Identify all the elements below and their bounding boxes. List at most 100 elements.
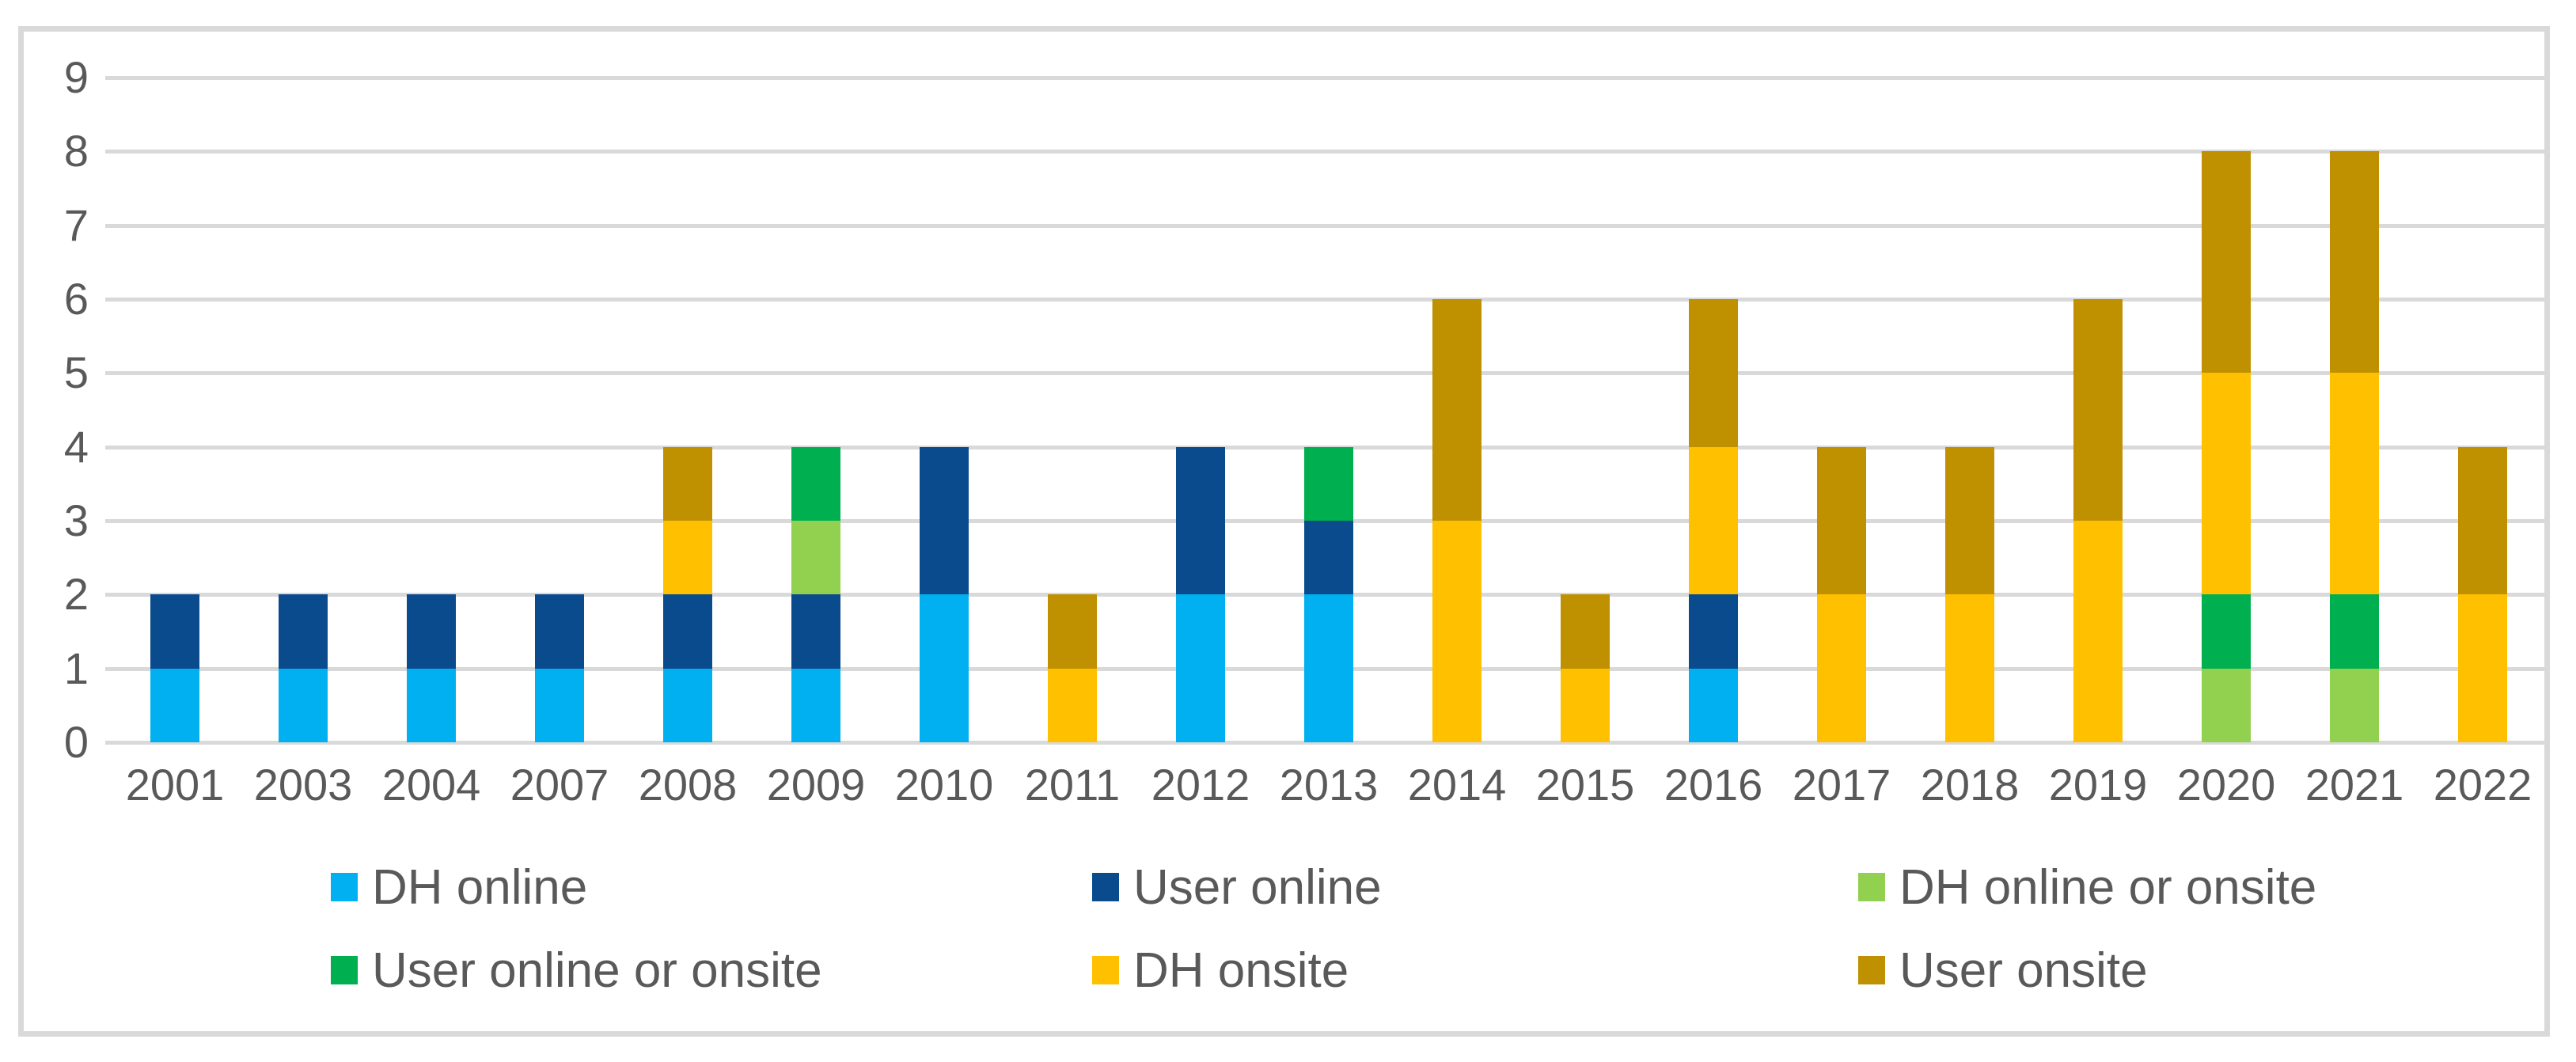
x-tick-label-2004: 2004 bbox=[381, 760, 481, 810]
x-tick-label-2020: 2020 bbox=[2176, 760, 2276, 810]
bar-stack-2008 bbox=[663, 446, 712, 742]
gridline-0 bbox=[105, 741, 2547, 745]
bar-segment-2016-dh-onsite bbox=[1689, 446, 1738, 595]
bar-segment-2011-dh-onsite bbox=[1048, 668, 1097, 742]
y-tick-label-9: 9 bbox=[63, 52, 89, 102]
x-tick-label-2022: 2022 bbox=[2433, 760, 2532, 810]
chart-frame-border bbox=[18, 26, 2550, 1037]
bar-cell-2009 bbox=[752, 78, 880, 742]
bar-cell-2020 bbox=[2162, 78, 2290, 742]
x-tick-label-2016: 2016 bbox=[1664, 760, 1763, 810]
bar-segment-2008-user-onsite bbox=[663, 446, 712, 522]
bar-segment-2009-user-online-or-onsite bbox=[791, 446, 840, 522]
x-tick-label-2013: 2013 bbox=[1279, 760, 1379, 810]
bar-segment-2020-dh-onsite bbox=[2202, 373, 2251, 595]
bar-segment-2009-dh-online bbox=[791, 668, 840, 742]
bar-cell-2019 bbox=[2034, 78, 2162, 742]
gridline-9 bbox=[105, 76, 2547, 80]
bar-stack-2015 bbox=[1561, 594, 1610, 742]
bar-segment-2012-user-online bbox=[1176, 446, 1225, 595]
bar-cell-2012 bbox=[1136, 78, 1265, 742]
x-tick-label-2003: 2003 bbox=[253, 760, 353, 810]
bar-stack-2020 bbox=[2202, 151, 2251, 742]
gridline-6 bbox=[105, 298, 2547, 302]
bar-stack-2013 bbox=[1304, 446, 1353, 742]
bar-segment-2001-user-online bbox=[150, 594, 199, 669]
y-tick-label-0: 0 bbox=[63, 717, 89, 767]
bar-segment-2003-dh-online bbox=[279, 668, 328, 742]
bar-segment-2021-user-onsite bbox=[2330, 151, 2379, 374]
x-tick-label-2019: 2019 bbox=[2048, 760, 2148, 810]
bar-segment-2021-user-online-or-onsite bbox=[2330, 594, 2379, 669]
bar-segment-2020-user-onsite bbox=[2202, 151, 2251, 374]
bar-segment-2020-dh-online-or-onsite bbox=[2202, 668, 2251, 742]
bar-segment-2003-user-online bbox=[279, 594, 328, 669]
x-tick-label-2008: 2008 bbox=[638, 760, 738, 810]
bar-segment-2014-dh-onsite bbox=[1432, 521, 1481, 742]
bar-cell-2008 bbox=[624, 78, 752, 742]
bar-stack-2018 bbox=[1945, 446, 1994, 742]
bar-stack-2003 bbox=[279, 594, 328, 742]
bar-cell-2010 bbox=[880, 78, 1008, 742]
bar-segment-2008-user-online bbox=[663, 594, 712, 669]
bar-cell-2007 bbox=[495, 78, 624, 742]
y-tick-label-5: 5 bbox=[63, 347, 89, 398]
bar-cell-2015 bbox=[1521, 78, 1649, 742]
bar-segment-2019-user-onsite bbox=[2073, 299, 2123, 521]
gridline-7 bbox=[105, 223, 2547, 228]
bar-stack-2016 bbox=[1689, 299, 1738, 742]
bar-segment-2008-dh-online bbox=[663, 668, 712, 742]
bar-segment-2004-user-online bbox=[407, 594, 456, 669]
y-tick-label-6: 6 bbox=[63, 274, 89, 324]
bar-segment-2016-dh-online bbox=[1689, 668, 1738, 742]
x-tick-label-2010: 2010 bbox=[894, 760, 994, 810]
bar-segment-2013-user-online-or-onsite bbox=[1304, 446, 1353, 522]
x-tick-label-2018: 2018 bbox=[1920, 760, 2020, 810]
bar-stack-2017 bbox=[1817, 446, 1866, 742]
bar-segment-2009-dh-online-or-onsite bbox=[791, 521, 840, 595]
bar-segment-2016-user-onsite bbox=[1689, 299, 1738, 447]
bar-segment-2004-dh-online bbox=[407, 668, 456, 742]
bar-segment-2015-dh-onsite bbox=[1561, 668, 1610, 742]
x-tick-label-2001: 2001 bbox=[125, 760, 225, 810]
x-tick-label-2014: 2014 bbox=[1407, 760, 1507, 810]
x-tick-label-2011: 2011 bbox=[1024, 760, 1121, 810]
bar-segment-2008-dh-onsite bbox=[663, 521, 712, 595]
bar-cell-2014 bbox=[1393, 78, 1521, 742]
bar-stack-2022 bbox=[2458, 446, 2507, 742]
bar-segment-2010-user-online bbox=[920, 446, 969, 595]
y-axis: 0 1 2 3 4 5 6 7 8 9 bbox=[0, 0, 89, 1062]
bar-segment-2018-dh-onsite bbox=[1945, 594, 1994, 742]
bar-segment-2021-dh-online-or-onsite bbox=[2330, 668, 2379, 742]
y-tick-label-8: 8 bbox=[63, 126, 89, 176]
x-tick-label-2021: 2021 bbox=[2305, 760, 2404, 810]
bar-stack-2021 bbox=[2330, 151, 2379, 742]
bar-segment-2022-dh-onsite bbox=[2458, 594, 2507, 742]
bar-cell-2018 bbox=[1906, 78, 2034, 742]
bar-segment-2013-user-online bbox=[1304, 521, 1353, 595]
bar-stack-2001 bbox=[150, 594, 199, 742]
bar-segment-2020-user-online-or-onsite bbox=[2202, 594, 2251, 669]
bar-segment-2016-user-online bbox=[1689, 594, 1738, 669]
bar-cell-2022 bbox=[2419, 78, 2547, 742]
bar-stack-2004 bbox=[407, 594, 456, 742]
gridline-5 bbox=[105, 371, 2547, 376]
bar-segment-2018-user-onsite bbox=[1945, 446, 1994, 595]
bar-stack-2010 bbox=[920, 446, 969, 742]
bar-stack-2009 bbox=[791, 446, 840, 742]
x-tick-label-2012: 2012 bbox=[1151, 760, 1250, 810]
bar-segment-2014-user-onsite bbox=[1432, 299, 1481, 521]
bar-stack-2019 bbox=[2073, 299, 2123, 742]
gridline-8 bbox=[105, 150, 2547, 154]
bars-container bbox=[111, 78, 2547, 742]
bar-cell-2013 bbox=[1265, 78, 1393, 742]
bar-cell-2021 bbox=[2290, 78, 2419, 742]
bar-segment-2010-dh-online bbox=[920, 594, 969, 742]
bar-segment-2021-dh-onsite bbox=[2330, 373, 2379, 595]
bar-stack-2012 bbox=[1176, 446, 1225, 742]
bar-stack-2007 bbox=[535, 594, 584, 742]
bar-segment-2017-user-onsite bbox=[1817, 446, 1866, 595]
bar-segment-2007-user-online bbox=[535, 594, 584, 669]
plot-area bbox=[105, 76, 2547, 745]
